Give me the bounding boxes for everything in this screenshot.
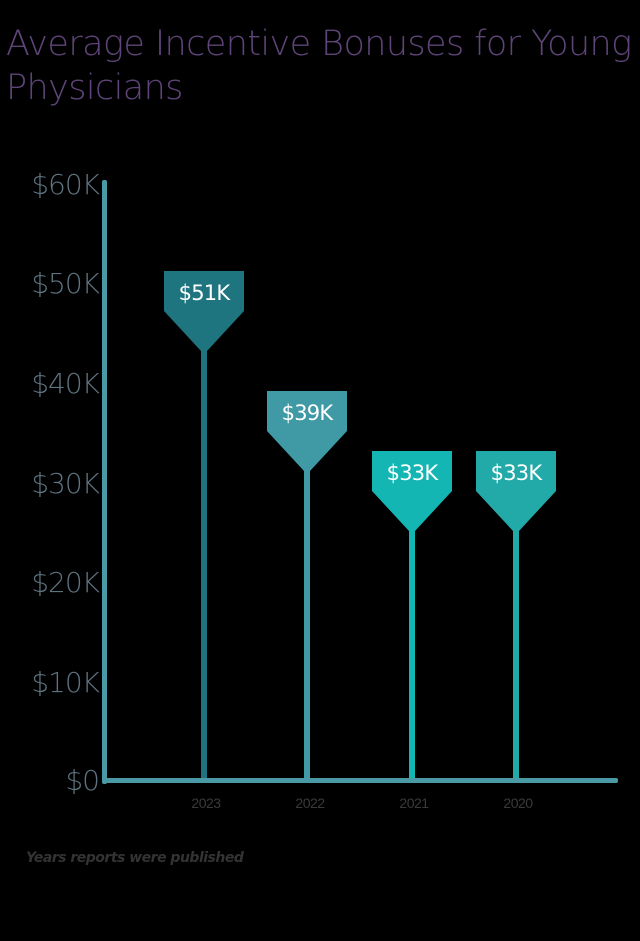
stem bbox=[409, 521, 415, 781]
x-tick-label: 2022 bbox=[295, 795, 325, 811]
y-tick-label: $50K bbox=[31, 267, 100, 300]
value-label: $51K bbox=[178, 281, 230, 305]
y-tick-label: $10K bbox=[31, 666, 100, 699]
lollipop-2022: $39K bbox=[267, 391, 347, 781]
x-axis-line bbox=[102, 778, 618, 783]
x-tick-label: 2023 bbox=[191, 795, 221, 811]
y-tick-label: $20K bbox=[31, 566, 100, 599]
y-tick-label: $0 bbox=[65, 764, 100, 797]
lollipop-2023: $51K bbox=[164, 271, 244, 781]
lollipop-2021: $33K bbox=[372, 451, 452, 781]
y-tick-label: $40K bbox=[31, 367, 100, 400]
y-axis-line bbox=[102, 180, 107, 784]
chart-title: Average Incentive Bonuses for Young Phys… bbox=[6, 24, 632, 108]
value-label: $33K bbox=[490, 461, 542, 485]
lollipop-2020: $33K bbox=[476, 451, 556, 781]
stem bbox=[513, 521, 519, 781]
x-tick-label: 2020 bbox=[503, 795, 533, 811]
y-tick-label: $30K bbox=[31, 467, 100, 500]
value-label: $39K bbox=[281, 401, 333, 425]
x-axis-title: Years reports were published bbox=[26, 850, 244, 866]
stem bbox=[304, 461, 310, 781]
value-label: $33K bbox=[386, 461, 438, 485]
stem bbox=[201, 341, 207, 781]
y-tick-label: $60K bbox=[31, 168, 100, 201]
x-tick-label: 2021 bbox=[399, 795, 429, 811]
